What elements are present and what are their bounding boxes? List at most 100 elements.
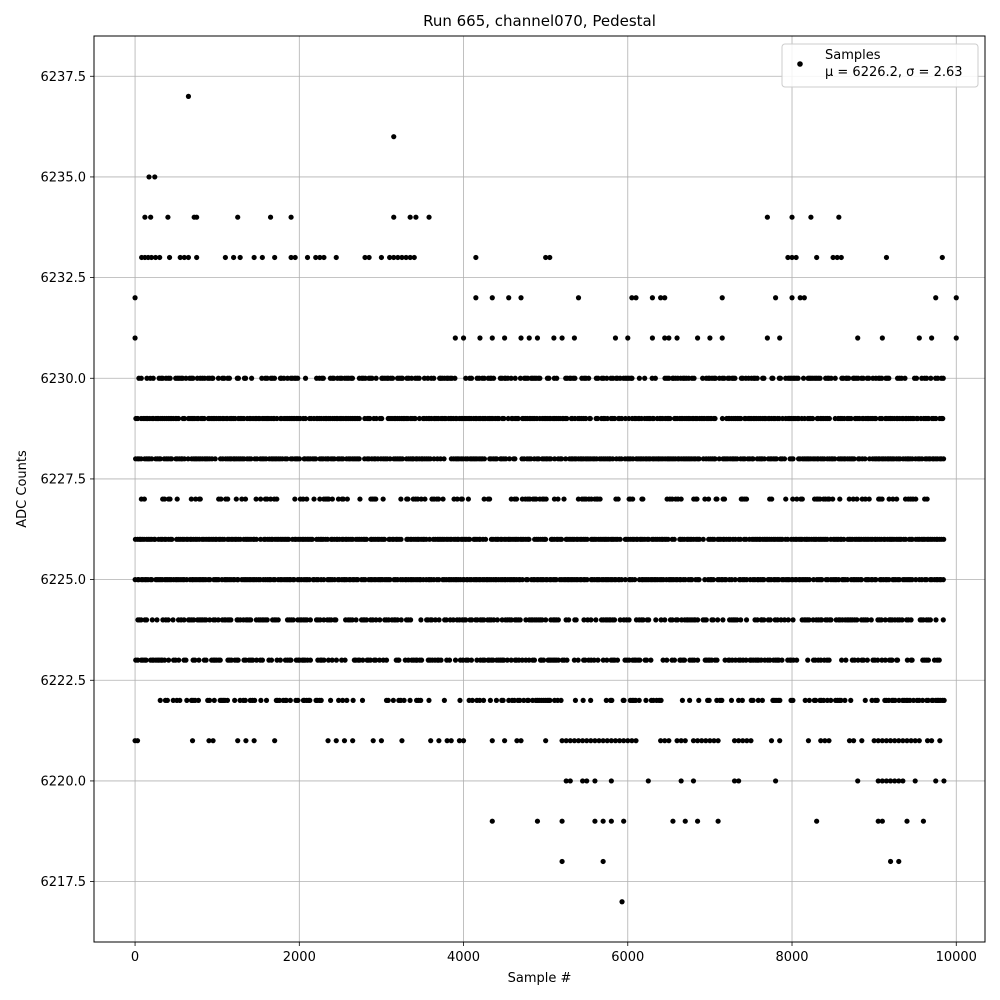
data-point <box>132 335 138 341</box>
data-point <box>875 818 881 824</box>
data-point <box>700 536 706 542</box>
data-point <box>452 657 459 663</box>
data-point <box>185 93 192 99</box>
data-point <box>235 738 241 744</box>
data-point <box>732 577 738 583</box>
data-point <box>249 375 255 381</box>
data-point <box>940 375 946 381</box>
data-point <box>855 657 861 663</box>
data-point <box>539 617 545 623</box>
data-point <box>850 496 856 502</box>
data-point <box>403 254 409 261</box>
data-point <box>770 375 776 381</box>
data-point <box>373 496 379 502</box>
data-point <box>653 617 659 623</box>
data-point <box>604 657 610 663</box>
data-point <box>912 778 918 784</box>
data-point <box>842 697 848 704</box>
data-point <box>444 738 450 744</box>
data-point <box>600 818 606 824</box>
data-point <box>712 456 718 462</box>
data-point <box>712 375 719 381</box>
y-tick-label: 6235.0 <box>41 170 87 185</box>
data-point <box>511 697 517 704</box>
data-point <box>555 617 561 623</box>
data-point <box>702 496 708 502</box>
data-point <box>373 657 379 663</box>
data-point <box>468 657 475 663</box>
data-point <box>235 577 241 583</box>
data-point <box>821 697 827 704</box>
data-point <box>637 657 643 663</box>
data-point <box>317 496 323 502</box>
data-point <box>196 657 202 663</box>
data-point <box>772 295 779 301</box>
data-point <box>295 375 301 381</box>
data-point <box>362 577 368 583</box>
data-point <box>739 697 745 704</box>
data-point <box>378 738 385 744</box>
data-point <box>288 214 294 220</box>
y-tick-label: 6217.5 <box>41 875 87 890</box>
data-point <box>149 617 155 623</box>
data-point <box>547 697 553 704</box>
data-point <box>744 577 750 583</box>
data-point <box>592 738 598 744</box>
data-point <box>357 496 363 502</box>
data-point <box>625 335 631 341</box>
data-point <box>307 697 313 704</box>
data-point <box>477 335 483 341</box>
data-point <box>258 697 264 704</box>
data-point <box>353 617 359 623</box>
data-point <box>500 697 506 704</box>
data-point <box>413 214 419 220</box>
data-point <box>738 415 744 422</box>
data-point <box>814 818 820 824</box>
data-point <box>541 657 547 663</box>
data-point <box>875 778 881 784</box>
data-point <box>617 617 623 623</box>
data-point <box>534 335 541 341</box>
data-point <box>412 415 418 422</box>
data-point <box>736 778 742 784</box>
data-point <box>719 697 725 704</box>
legend-stats: μ = 6226.2, σ = 2.63 <box>825 65 963 80</box>
data-point <box>694 818 701 824</box>
data-point <box>194 254 200 261</box>
data-point <box>259 375 265 381</box>
data-point <box>874 697 880 704</box>
data-point <box>790 617 796 623</box>
data-point <box>834 254 840 261</box>
data-point <box>593 617 599 623</box>
data-point <box>719 335 725 341</box>
data-point <box>350 697 356 704</box>
data-point <box>612 335 619 341</box>
data-point <box>801 295 807 301</box>
data-point <box>580 697 586 704</box>
data-point <box>526 335 532 341</box>
data-point <box>879 496 885 502</box>
data-point <box>882 617 888 623</box>
data-point <box>789 295 795 301</box>
data-point <box>690 778 697 784</box>
data-point <box>652 375 658 381</box>
data-point <box>608 818 614 824</box>
data-point <box>181 254 187 261</box>
data-point <box>678 496 684 502</box>
data-point <box>340 456 346 462</box>
data-point <box>181 456 188 462</box>
data-point <box>533 496 539 502</box>
y-tick-label: 6225.0 <box>41 573 87 588</box>
data-point <box>481 496 487 502</box>
data-point <box>366 254 372 261</box>
data-point <box>248 456 254 462</box>
data-point <box>418 496 424 502</box>
data-point <box>363 536 370 542</box>
data-point <box>819 577 825 583</box>
data-point <box>340 697 346 704</box>
data-point <box>866 496 872 502</box>
data-point <box>183 375 189 381</box>
data-point <box>789 214 795 220</box>
data-point <box>743 617 750 623</box>
